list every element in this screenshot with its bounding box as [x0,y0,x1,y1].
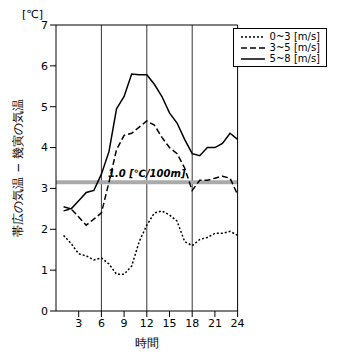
svg-text:24: 24 [231,317,245,330]
html-text:0~3 [m/s]: 0~3 [m/s] [269,31,320,42]
svg-text:帯広の気温 − 幾寅の気温: 帯広の気温 − 幾寅の気温 [11,99,25,237]
svg-text:6: 6 [98,317,105,330]
svg-text:18: 18 [185,317,199,330]
svg-text:15: 15 [162,317,176,330]
svg-text:1.0 [℃/100m]: 1.0 [℃/100m] [108,168,186,179]
svg-text:2: 2 [41,223,48,236]
svg-text:4: 4 [41,141,48,154]
svg-text:12: 12 [140,317,154,330]
svg-text:3: 3 [41,182,48,195]
svg-text:9: 9 [121,317,128,330]
svg-text:0: 0 [41,305,48,318]
html-text:5~8 [m/s]: 5~8 [m/s] [269,53,320,64]
svg-text:21: 21 [208,317,222,330]
svg-text:7: 7 [41,19,48,32]
html-text:3~5 [m/s]: 3~5 [m/s] [269,42,320,53]
svg-text:1: 1 [41,264,48,277]
svg-text:時間: 時間 [135,336,159,350]
svg-text:5: 5 [41,101,48,114]
svg-text:6: 6 [41,60,48,73]
svg-text:3: 3 [75,317,82,330]
